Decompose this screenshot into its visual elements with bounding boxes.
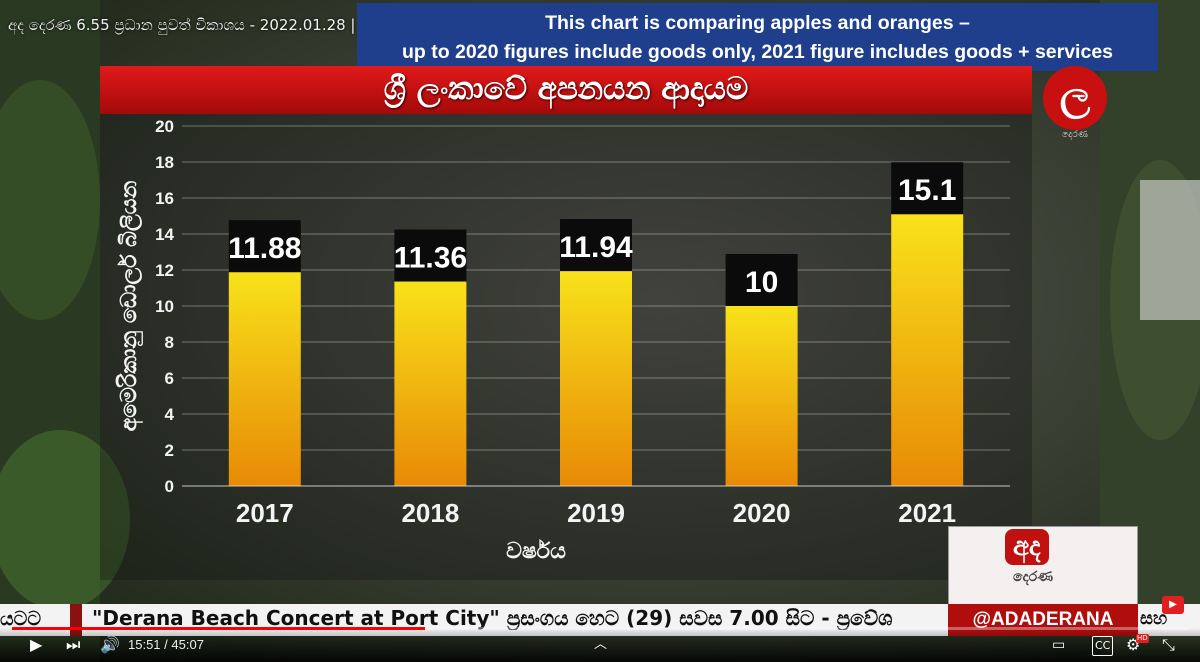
bar bbox=[394, 281, 467, 486]
y-tick-label: 14 bbox=[155, 225, 174, 244]
progress-fill bbox=[12, 627, 425, 630]
y-tick-label: 20 bbox=[155, 117, 174, 136]
x-tick-label: 2021 bbox=[898, 498, 956, 528]
channel-watermark: අද දෙරණ bbox=[948, 526, 1138, 606]
data-label-background bbox=[560, 219, 632, 272]
data-label-background bbox=[228, 220, 301, 273]
x-tick-label: 2017 bbox=[236, 498, 294, 528]
watermark-bottom: දෙරණ bbox=[1013, 569, 1053, 585]
progress-bar[interactable] bbox=[12, 627, 1188, 630]
ticker-right-text: සහ bbox=[1140, 608, 1168, 629]
channel-logo-text: දෙරණ bbox=[1062, 130, 1088, 140]
y-tick-label: 6 bbox=[165, 369, 174, 388]
channel-logo-icon: ල bbox=[1043, 66, 1107, 130]
x-tick-label: 2020 bbox=[733, 498, 791, 528]
bar bbox=[228, 272, 301, 486]
y-axis-label: අමෙරිකානු ඩොලර් බිලියන bbox=[115, 181, 144, 432]
time-current: 15:51 bbox=[128, 637, 161, 652]
bar bbox=[560, 271, 632, 486]
x-tick-label: 2018 bbox=[401, 498, 459, 528]
y-tick-label: 10 bbox=[155, 297, 174, 316]
y-tick-label: 4 bbox=[165, 405, 175, 424]
hd-badge: HD bbox=[1136, 634, 1149, 643]
y-tick-label: 18 bbox=[155, 153, 174, 172]
captions-icon[interactable]: CC bbox=[1092, 636, 1114, 656]
y-tick-label: 16 bbox=[155, 189, 174, 208]
bar bbox=[891, 214, 964, 486]
data-label: 11.36 bbox=[394, 242, 467, 275]
play-icon[interactable]: ▶ bbox=[30, 635, 43, 654]
time-separator: / bbox=[164, 637, 168, 652]
data-label-background bbox=[394, 229, 467, 282]
watermark-top: අද bbox=[1005, 529, 1049, 565]
y-tick-label: 12 bbox=[155, 261, 174, 280]
bar bbox=[725, 306, 798, 486]
player-controls bbox=[0, 628, 1200, 662]
y-tick-label: 2 bbox=[165, 441, 174, 460]
ticker-text: "Derana Beach Concert at Port City" ප්‍ර… bbox=[92, 606, 893, 630]
chart-title: ශ්‍රී ලංකාවේ අපනයන ආදායම bbox=[100, 66, 1032, 114]
data-label: 15.1 bbox=[898, 174, 956, 207]
y-tick-label: 0 bbox=[165, 477, 174, 496]
time-total: 45:07 bbox=[171, 637, 204, 652]
data-label-background bbox=[891, 162, 964, 215]
annotation-line-1: This chart is comparing apples and orang… bbox=[545, 12, 970, 34]
x-tick-label: 2019 bbox=[567, 498, 625, 528]
youtube-badge-icon[interactable]: ▶ bbox=[1162, 596, 1184, 614]
next-icon[interactable]: ⏭ bbox=[66, 635, 81, 654]
time-display: 15:51 / 45:07 bbox=[128, 637, 204, 652]
chevron-up-icon[interactable]: ︿ bbox=[594, 637, 608, 652]
data-label: 11.94 bbox=[559, 231, 633, 264]
exit-fullscreen-icon[interactable]: ⤡ bbox=[1162, 635, 1175, 654]
data-label: 10 bbox=[745, 266, 778, 299]
data-label-background bbox=[725, 254, 798, 306]
miniplayer-icon[interactable]: ▭ bbox=[1052, 637, 1066, 653]
y-tick-label: 8 bbox=[165, 333, 174, 352]
ticker-left-text: යටට bbox=[0, 608, 41, 630]
bar-chart: 0 2 4 6 8 10 12 14 16 18 20 අමෙරිකානු ඩොලර් බිලියන 1… bbox=[100, 114, 1032, 580]
volume-icon[interactable]: 🔊 bbox=[100, 635, 120, 654]
video-title[interactable]: අද දෙරණ 6.55 ප්‍රධාන පුවත් විකාශය - 2022… bbox=[8, 16, 356, 34]
x-axis-label: වර්ෂය bbox=[506, 538, 566, 564]
annotation-box: This chart is comparing apples and orang… bbox=[357, 3, 1158, 71]
annotation-line-2: up to 2020 figures include goods only, 2… bbox=[401, 41, 1114, 63]
data-label: 11.88 bbox=[228, 232, 301, 265]
